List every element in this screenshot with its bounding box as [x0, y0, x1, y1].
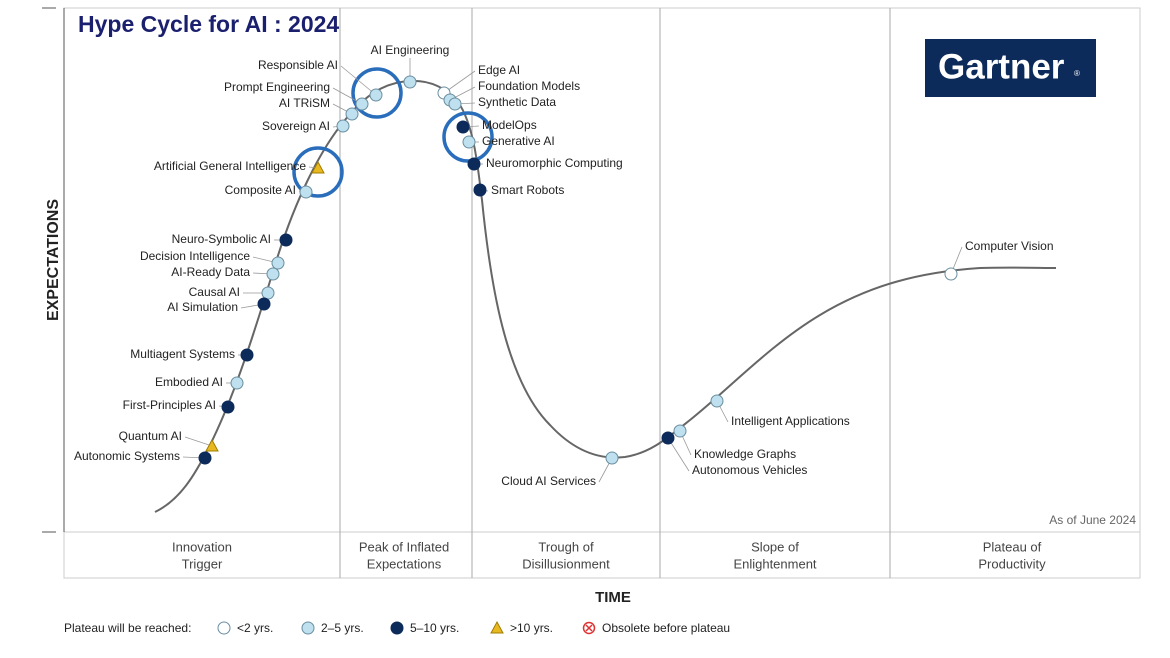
technology-label: Prompt Engineering	[224, 80, 330, 94]
phase-label: Productivity	[978, 556, 1046, 571]
technology-marker	[661, 431, 675, 445]
phase-label: Plateau of	[983, 539, 1042, 554]
technology-label: AI TRiSM	[279, 96, 330, 110]
phase-band	[63, 531, 1141, 579]
technology-label: Edge AI	[478, 63, 520, 77]
technology-label: Intelligent Applications	[731, 414, 850, 428]
note: As of June 2024	[1049, 513, 1136, 527]
technology-label: Embodied AI	[155, 375, 223, 389]
technology-marker	[221, 400, 235, 414]
technology-label: Synthetic Data	[478, 95, 556, 109]
leader-line	[340, 65, 377, 96]
technology-label: Autonomic Systems	[74, 449, 180, 463]
technology-marker	[467, 157, 481, 171]
technology-marker	[710, 394, 724, 408]
technology-marker	[473, 183, 487, 197]
legend-label: <2 yrs.	[237, 621, 273, 635]
technology-label: AI Engineering	[371, 43, 450, 57]
legend-marker	[301, 621, 315, 635]
technology-marker	[462, 135, 476, 149]
x-axis-label: TIME	[595, 589, 631, 606]
technology-label: Smart Robots	[491, 183, 564, 197]
technology-marker	[944, 267, 958, 281]
phase-label: Enlightenment	[733, 556, 816, 571]
technology-marker	[336, 119, 350, 133]
technology-label: Artificial General Intelligence	[154, 159, 306, 173]
legend-marker-x	[585, 624, 593, 632]
technology-marker	[230, 376, 244, 390]
technology-label: Quantum AI	[119, 429, 182, 443]
technology-label: ModelOps	[482, 118, 537, 132]
technology-label: Generative AI	[482, 134, 555, 148]
technology-marker	[311, 160, 325, 174]
technology-label: Decision Intelligence	[140, 249, 250, 263]
leader-line	[184, 436, 213, 447]
legend-label: 5–10 yrs.	[410, 621, 459, 635]
technology-label: Cloud AI Services	[501, 474, 596, 488]
logo-mark: ®	[1074, 69, 1080, 78]
y-axis-label: EXPECTATIONS	[45, 199, 62, 321]
technology-marker	[605, 451, 619, 465]
technology-label: Neuromorphic Computing	[486, 156, 623, 170]
technology-marker	[345, 107, 359, 121]
legend-title: Plateau will be reached:	[64, 621, 191, 635]
phase-label: Slope of	[751, 539, 799, 554]
technology-label: Causal AI	[189, 285, 240, 299]
leader-line	[667, 437, 690, 472]
technology-marker	[456, 120, 470, 134]
technology-label: Foundation Models	[478, 79, 580, 93]
logo-box	[925, 39, 1096, 97]
phase-label: Peak of Inflated	[359, 539, 449, 554]
phase-label: Expectations	[367, 556, 442, 571]
phase-label: Trough of	[538, 539, 594, 554]
logo: Gartner	[938, 47, 1065, 86]
technology-marker	[198, 451, 212, 465]
phase-label: Trigger	[182, 556, 223, 571]
phase-label: Innovation	[172, 539, 232, 554]
technology-label: Autonomous Vehicles	[692, 463, 807, 477]
technology-marker	[257, 297, 271, 311]
technology-marker	[299, 185, 313, 199]
technology-marker	[448, 97, 462, 111]
technology-marker	[271, 256, 285, 270]
technology-marker	[266, 267, 280, 281]
legend-marker	[217, 621, 231, 635]
technology-label: AI Simulation	[167, 300, 238, 314]
title: Hype Cycle for AI : 2024	[78, 11, 339, 37]
technology-label: Multiagent Systems	[130, 347, 235, 361]
legend-label: >10 yrs.	[510, 621, 553, 635]
technology-marker	[205, 438, 219, 452]
technology-marker	[355, 97, 369, 111]
technology-marker	[369, 88, 383, 102]
technology-label: Sovereign AI	[262, 119, 330, 133]
highlights	[292, 67, 494, 198]
technology-marker	[261, 286, 275, 300]
technology-marker	[279, 233, 293, 247]
legend-marker	[390, 621, 404, 635]
technology-label: Responsible AI	[258, 58, 338, 72]
technology-label: Knowledge Graphs	[694, 447, 796, 461]
technology-label: Composite AI	[225, 183, 296, 197]
phase-label: Disillusionment	[522, 556, 610, 571]
technology-marker	[673, 424, 687, 438]
technology-label: Computer Vision	[965, 239, 1054, 253]
technology-label: First-Principles AI	[123, 398, 216, 412]
technology-label: AI-Ready Data	[171, 265, 250, 279]
technology-label: Neuro-Symbolic AI	[172, 232, 271, 246]
legend-marker	[490, 620, 504, 634]
technology-marker	[240, 348, 254, 362]
technology-marker	[403, 75, 417, 89]
legend-label: Obsolete before plateau	[602, 621, 730, 635]
legend-label: 2–5 yrs.	[321, 621, 364, 635]
